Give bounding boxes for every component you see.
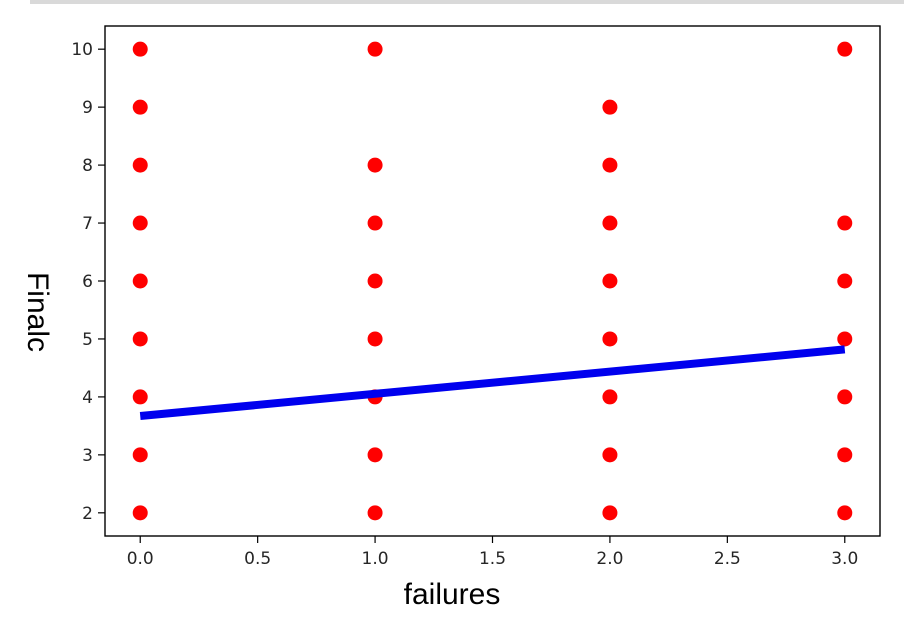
x-tick-label: 0.0 — [127, 549, 154, 569]
x-tick-label: 1.0 — [362, 549, 389, 569]
scatter-point — [602, 505, 618, 521]
scatter-point — [602, 157, 618, 173]
scatter-point — [837, 447, 853, 463]
x-tick-label: 0.5 — [244, 549, 271, 569]
x-tick-label: 1.5 — [479, 549, 506, 569]
regression-line — [139, 345, 846, 421]
scatter-point — [367, 215, 383, 231]
scatter-point — [602, 447, 618, 463]
scatter-point — [837, 273, 853, 289]
scatter-point — [367, 157, 383, 173]
scatter-point — [132, 331, 148, 347]
y-tick-label: 6 — [82, 272, 93, 292]
y-tick-label: 4 — [82, 388, 93, 408]
y-tick-label: 8 — [82, 156, 93, 176]
x-axis-title: failures — [404, 578, 501, 611]
y-axis-title: Finalc — [21, 272, 54, 352]
scatter-point — [132, 41, 148, 57]
scatter-point — [837, 505, 853, 521]
plot-frame — [104, 25, 881, 537]
scatter-point — [132, 157, 148, 173]
scatter-point — [132, 99, 148, 115]
scatter-point — [367, 505, 383, 521]
scatter-point — [837, 389, 853, 405]
y-tick-label: 2 — [82, 504, 93, 524]
scatter-point — [132, 389, 148, 405]
y-tick-label: 9 — [82, 98, 93, 118]
scatter-point — [837, 331, 853, 347]
x-tick-label: 3.0 — [831, 549, 858, 569]
scatter-point — [367, 447, 383, 463]
x-tick-label: 2.5 — [714, 549, 741, 569]
scatter-point — [602, 273, 618, 289]
y-tick-label: 7 — [82, 214, 93, 234]
scatter-point — [602, 215, 618, 231]
y-tick-label: 5 — [82, 330, 93, 350]
scatter-point — [837, 215, 853, 231]
scatter-point — [132, 273, 148, 289]
scatter-point — [837, 41, 853, 57]
top-divider — [30, 0, 904, 4]
scatter-point — [132, 447, 148, 463]
scatter-point — [367, 273, 383, 289]
x-tick-label: 2.0 — [596, 549, 623, 569]
y-tick-label: 3 — [82, 446, 93, 466]
scatter-point — [132, 215, 148, 231]
scatter-point — [367, 41, 383, 57]
scatter-point — [132, 505, 148, 521]
y-tick-label: 10 — [71, 40, 93, 60]
scatter-point — [602, 331, 618, 347]
scatter-point — [602, 99, 618, 115]
scatter-point — [367, 331, 383, 347]
scatter-point — [602, 389, 618, 405]
